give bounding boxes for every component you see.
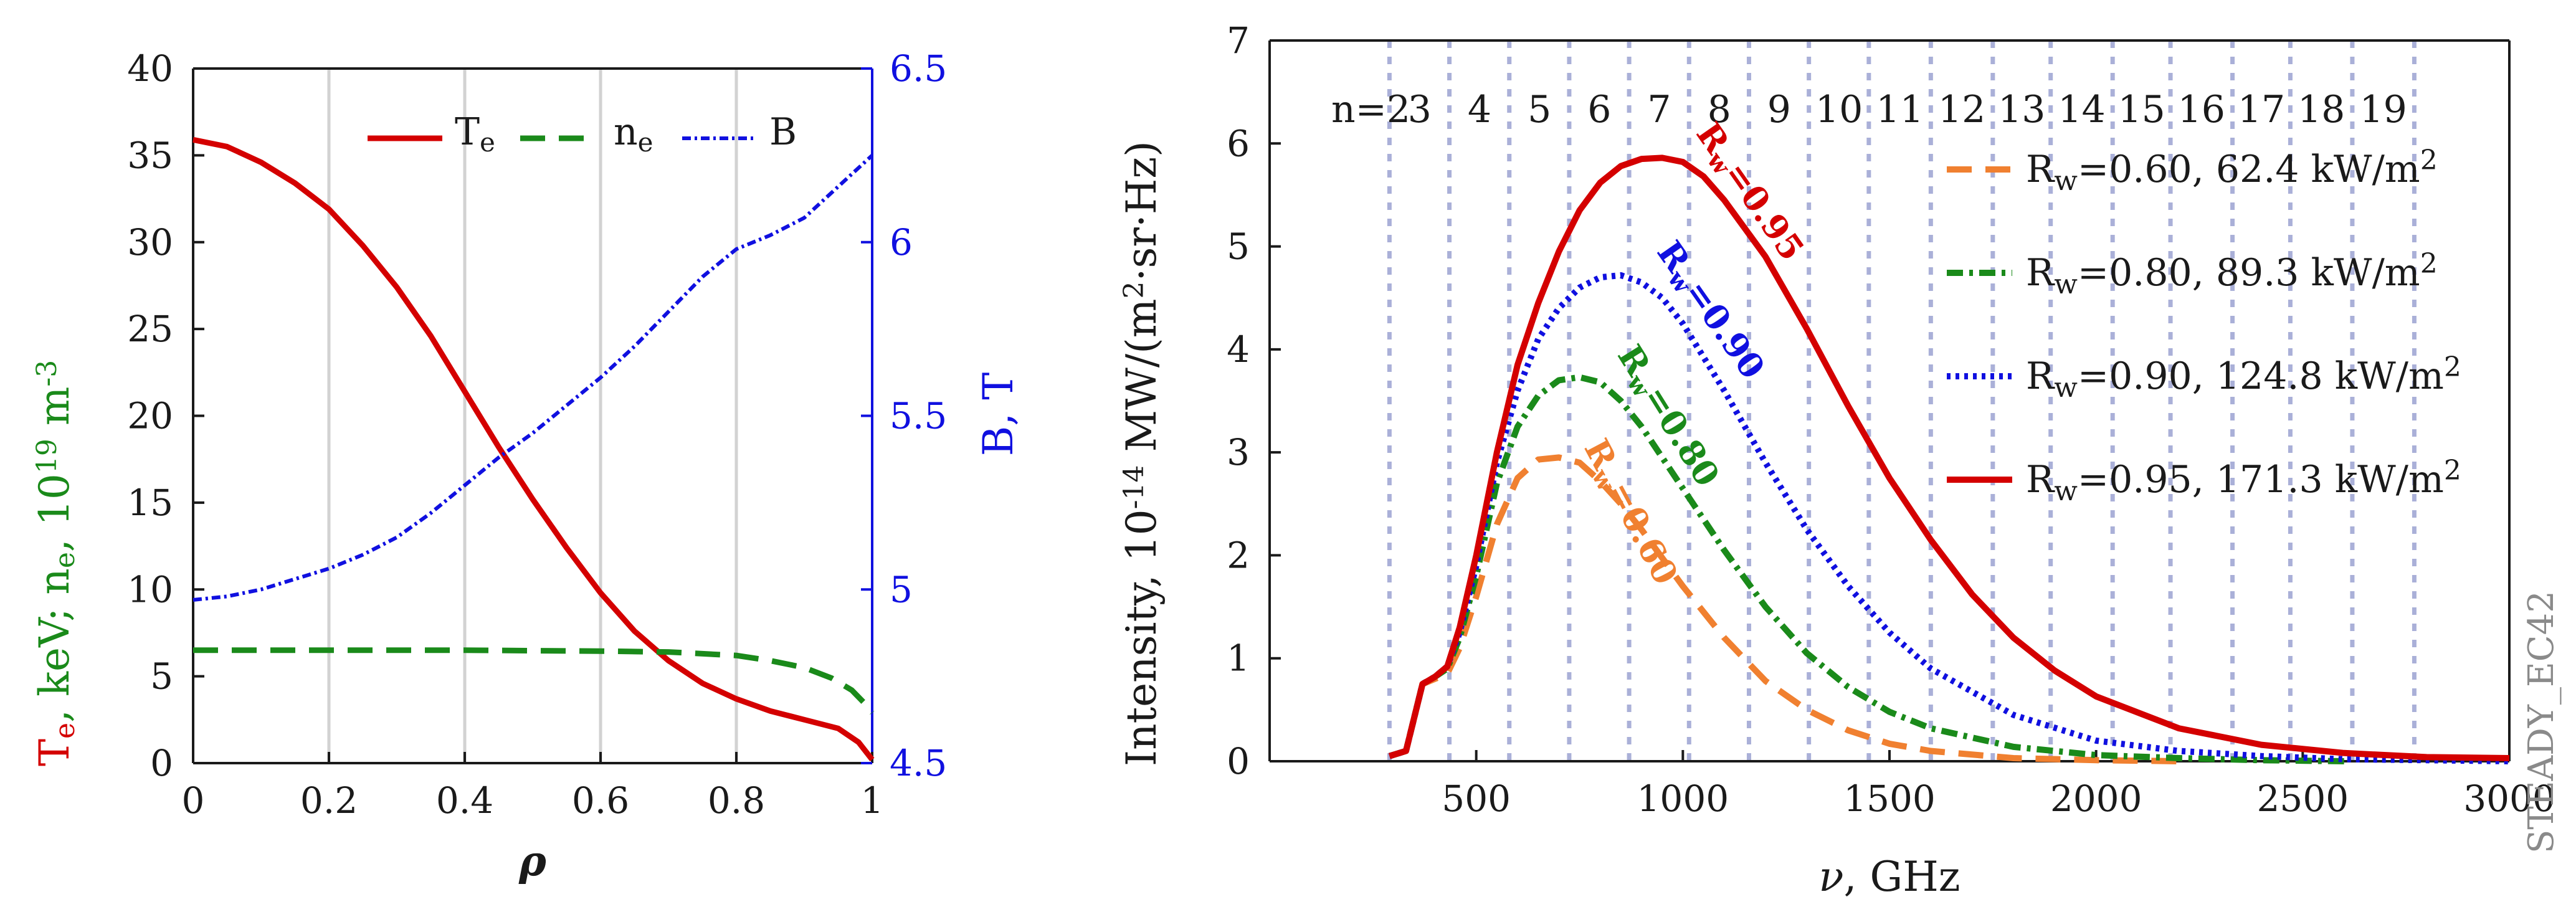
x-tick-label: 1 <box>861 779 884 822</box>
y-tick-label: 15 <box>127 482 173 524</box>
x-tick-label: 2000 <box>2050 777 2142 820</box>
series-Rw060 <box>1388 454 2179 764</box>
y-tick-label-right: 4.5 <box>890 742 947 784</box>
x-tick-label: 2500 <box>2257 777 2349 820</box>
series-ne <box>193 647 875 715</box>
y-tick-label: 0 <box>150 742 173 784</box>
harmonic-label: 14 <box>2058 88 2105 131</box>
harmonic-label: 6 <box>1587 88 1611 131</box>
x-tick-label: 500 <box>1442 777 1511 820</box>
y-tick-label: 5 <box>1227 226 1250 268</box>
y-tick-label: 25 <box>127 308 173 350</box>
harmonic-label: 15 <box>2117 88 2165 131</box>
harmonic-label: 18 <box>2298 88 2345 131</box>
y-tick-label: 6 <box>1227 122 1250 164</box>
legend-label: Rw=0.60, 62.4 kW/m2 <box>2026 145 2438 197</box>
y-tick-label: 35 <box>127 134 173 176</box>
x-axis-label: ν, GHz <box>1818 853 1960 901</box>
y-tick-label: 2 <box>1227 534 1250 576</box>
harmonic-label: 13 <box>1998 88 2045 131</box>
harmonic-label: 10 <box>1815 88 1863 131</box>
left-panel: 0 0.2 0.4 0.6 0.8 105101520253035404.555.566.… <box>31 47 1022 885</box>
series-Rw090 <box>1388 272 2510 764</box>
series-Rw095 <box>1388 154 2510 761</box>
y-tick-label: 20 <box>127 395 173 437</box>
y-tick-label-right: 5.5 <box>890 395 947 437</box>
harmonic-label: 3 <box>1408 88 1432 131</box>
legend-label: ne <box>614 110 654 158</box>
x-tick-label: 0.4 <box>436 779 493 822</box>
x-tick-label: 1500 <box>1843 777 1936 820</box>
y-axis-label-left: Te, keV; ne, 1019 m-3 <box>31 360 81 766</box>
harmonic-label: 17 <box>2238 88 2285 131</box>
series-B <box>192 154 874 602</box>
y-tick-label: 7 <box>1227 19 1250 62</box>
series-Te <box>192 136 875 762</box>
harmonic-label: n=2 <box>1331 88 1410 131</box>
y-tick-label: 40 <box>127 47 173 90</box>
harmonic-label: 11 <box>1876 88 1923 131</box>
y-tick-label: 10 <box>127 568 173 610</box>
harmonic-label: 7 <box>1647 88 1671 131</box>
harmonic-label: 5 <box>1528 88 1551 131</box>
curve-label: Rw=0.60 <box>1574 432 1686 592</box>
x-tick-label: 1000 <box>1637 777 1729 820</box>
y-tick-label: 0 <box>1227 740 1250 782</box>
y-axis-label-right: B, T <box>974 373 1022 456</box>
y-tick-label: 30 <box>127 221 173 264</box>
legend-label: Te <box>455 110 495 158</box>
watermark: STEADY_EC42 <box>2521 591 2562 853</box>
harmonic-label: 4 <box>1468 88 1491 131</box>
legend-label: Rw=0.95, 171.3 kW/m2 <box>2026 455 2461 507</box>
harmonic-label: 12 <box>1938 88 1985 131</box>
x-tick-label: 0.6 <box>572 779 629 822</box>
y-tick-label: 5 <box>150 655 173 698</box>
series-Rw080 <box>1388 374 2344 764</box>
harmonic-label: 8 <box>1708 88 1731 131</box>
y-tick-label: 1 <box>1227 637 1250 680</box>
x-tick-label: 3000 <box>2463 777 2555 820</box>
x-tick-label: 0.8 <box>708 779 765 822</box>
y-axis-label: Intensity, 10-14 MW/(m2·sr·Hz) <box>1118 141 1166 766</box>
curve-label: Rw=0.80 <box>1607 338 1728 495</box>
y-tick-label-right: 5 <box>890 568 913 610</box>
legend-label: Rw=0.80, 89.3 kW/m2 <box>2026 248 2438 300</box>
x-tick-label: 0 <box>182 779 205 822</box>
y-tick-label: 3 <box>1227 431 1250 473</box>
x-tick-label: 0.2 <box>300 779 358 822</box>
y-tick-label-right: 6.5 <box>890 47 947 90</box>
x-axis-label: ρ <box>518 837 547 885</box>
harmonic-label: 16 <box>2178 88 2225 131</box>
harmonic-label: 9 <box>1767 88 1791 131</box>
harmonic-label: 19 <box>2360 88 2407 131</box>
curve-label: Rw=0.90 <box>1647 234 1773 388</box>
legend-label: Rw=0.90, 124.8 kW/m2 <box>2026 351 2461 404</box>
y-tick-label: 4 <box>1227 328 1250 371</box>
y-tick-label-right: 6 <box>890 221 913 264</box>
legend-label: B <box>769 110 797 154</box>
